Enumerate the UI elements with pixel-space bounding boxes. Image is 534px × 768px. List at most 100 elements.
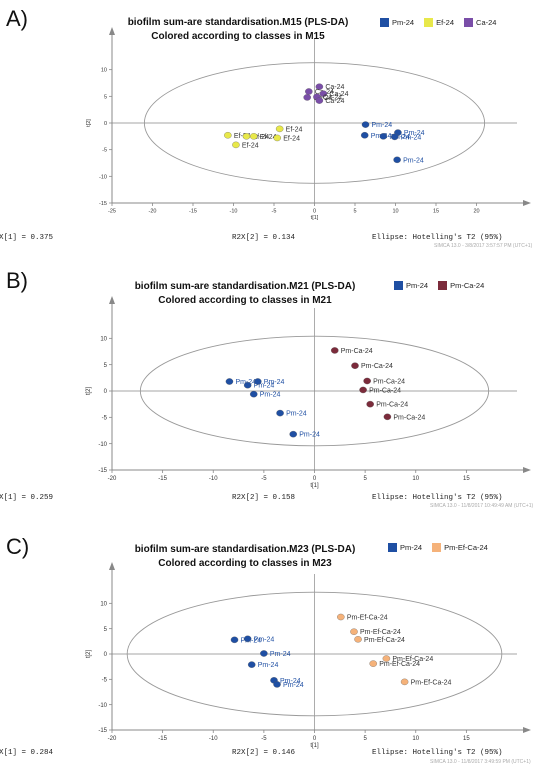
panel-label: B) [6,268,28,293]
data-label: Ef-24 [283,135,300,142]
x-tick-label: 5 [363,736,367,742]
data-label: Pm-24 [389,134,410,141]
r2x2-label: R2X[2] = 0.134 [232,234,296,242]
legend-swatch [394,281,403,290]
data-label: Pm-Ca-24 [341,348,373,355]
data-point [260,650,268,657]
data-point [225,378,234,385]
x-tick-label: -15 [158,736,167,742]
data-point [249,390,258,398]
data-point [249,133,258,140]
y-tick-label: -15 [98,468,107,474]
x-axis-arrow [523,200,531,206]
data-label: Pm-24 [280,678,301,685]
x-tick-label: -5 [272,209,277,215]
panel-label: C) [6,534,30,559]
data-point [315,97,324,104]
y-tick-label: 0 [104,121,107,127]
data-label: Pm-24 [254,383,275,390]
simca-note: SIMCA 13.0 - 3/8/2017 3:57:57 PM (UTC+1) [434,243,533,249]
chart-subtitle: Colored according to classes in M21 [158,295,332,306]
data-label: Ca-24 [313,95,332,102]
data-label: Pm-Ca-24 [361,363,393,370]
x-tick-label: -15 [189,209,197,215]
data-point [350,628,358,635]
ellipse-label: Ellipse: Hotelling's T2 (95%) [372,494,503,502]
y-tick-label: 10 [100,601,107,607]
r2x2-label: R2X[2] = 0.158 [232,494,296,502]
legend-swatch [432,543,442,552]
data-point [247,661,256,668]
r2x1-label: R2X[1] = 0.259 [0,494,54,502]
r2x1-label: R2X[1] = 0.375 [0,234,54,242]
data-label: Pm-24 [270,651,291,658]
data-point [242,133,251,140]
data-label: Ca-24 [323,94,342,101]
x-tick-label: -10 [209,476,218,482]
data-label: Pm-Ef-Ca-24 [411,679,452,686]
x-tick-label: 15 [463,736,470,742]
data-point [360,132,369,139]
x-tick-label: 5 [363,476,367,482]
chart-legend: Pm-24 Pm-Ca-24 [394,281,490,290]
x-tick-label: 5 [353,209,356,215]
data-label: Pm-24 [401,134,422,141]
y-tick-label: -5 [102,677,108,683]
x-tick-label: 20 [473,209,479,215]
data-point [369,660,377,667]
data-label: Ef-24 [242,142,259,149]
legend-item: Pm-Ca-24 [438,281,484,290]
legend-item: Pm-24 [394,281,428,290]
ellipse-label: Ellipse: Hotelling's T2 (95%) [372,749,503,757]
data-label: Pm-Ef-Ca-24 [347,615,388,622]
data-label: Pm-24 [372,122,393,129]
data-label: Pm-Ef-Ca-24 [392,656,433,663]
chart-subtitle: Colored according to classes in M23 [158,558,332,569]
legend-label: Pm-24 [400,543,423,552]
data-point [366,400,374,408]
y-tick-label: -5 [102,148,107,154]
x-tick-label: -20 [149,209,157,215]
legend-label: Pm-24 [406,281,429,290]
chart-legend: Pm-24 Ef-24 Ca-24 [380,18,502,27]
x-tick-label: 0 [313,476,317,482]
hotelling-ellipse [143,62,486,184]
scatter-plot: -25 -20 -15 -10 -5 0 5 10 15 20 -15 -10 -5 0 5 10 t[1] t[… [86,27,531,221]
data-label: Pm-24 [260,392,281,399]
legend-label: Pm-24 [392,18,415,27]
data-label: Pm-Ef-Ca-24 [360,629,401,636]
y-tick-label: -10 [99,174,107,180]
x-tick-label: -5 [261,736,267,742]
data-label: Ef-24 [260,134,277,141]
data-label: Pm-Ca-24 [376,402,408,409]
scatter-plot: -20 -15 -10 -5 0 5 10 15-15-10-50510t[1]t[2]Pm-… [86,296,531,489]
hotelling-ellipse [139,335,490,447]
ellipse-label: Ellipse: Hotelling's T2 (95%) [372,234,503,242]
data-point [276,409,284,417]
x-tick-label: -15 [158,476,167,482]
data-label: Pm-24 [403,157,424,164]
data-point [305,88,313,95]
data-point [273,681,281,688]
data-label: Pm-24 [254,636,275,643]
legend-swatch [438,281,448,290]
x-tick-label: 15 [433,209,439,215]
simca-note: SIMCA 13.0 - 11/8/2017 10:49:49 AM (UTC+… [430,503,534,509]
data-point [354,636,362,643]
r2x1-label: R2X[1] = 0.284 [0,749,54,757]
data-label: Pm-24 [299,432,320,439]
data-point [273,134,281,142]
legend-item: Ef-24 [424,18,454,27]
data-point [232,141,240,149]
y-axis-arrow [109,27,115,35]
legend-swatch [388,543,397,552]
x-tick-label: -10 [209,736,218,742]
x-tick-label: 10 [412,736,419,742]
y-tick-label: 5 [104,627,108,633]
legend-swatch [380,18,389,27]
data-label: Pm-Ca-24 [369,387,401,394]
data-point [254,378,262,385]
x-tick-label: -25 [108,209,116,215]
data-point [383,413,392,421]
x-axis-label: t[1] [311,215,319,221]
